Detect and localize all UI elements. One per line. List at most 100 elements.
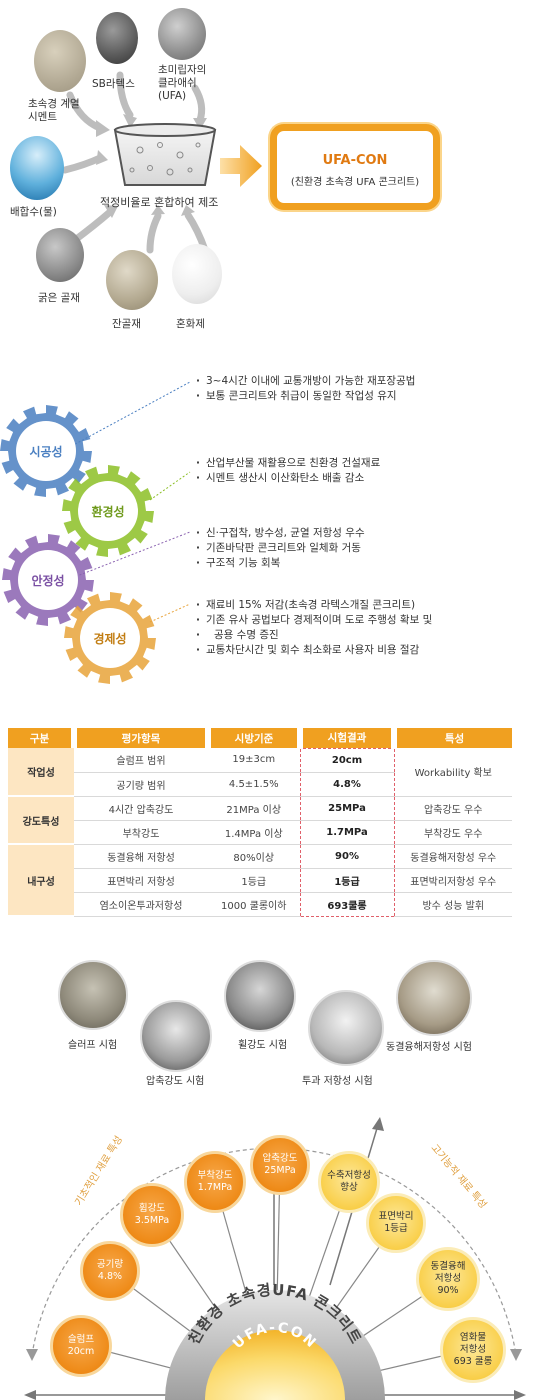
- feature-cell: Workability 확보: [394, 748, 512, 797]
- result-cell: 1.7MPa: [299, 820, 395, 845]
- bullet-item: 구조적 기능 회복: [196, 556, 365, 571]
- gear-label-environment: 환경성: [91, 505, 125, 519]
- table-row: 표면박리 저항성 1등급 1등급 표면박리저항성 우수: [8, 868, 512, 893]
- test-results-table: 구분 평가항목 시방기준 시험결과 특성 작업성 슬럼프 범위 19±3cm 2…: [8, 728, 512, 917]
- feature-cell: 압축강도 우수: [394, 796, 512, 821]
- group-cell: 작업성: [8, 748, 74, 797]
- test-caption: 압축강도 시험: [146, 1076, 205, 1087]
- result-cell: 25MPa: [299, 796, 395, 821]
- ingredient-label: SB라텍스: [92, 78, 135, 90]
- properties-arc-diagram: 친환경 초속경UFA 콘크리트 UFA-CON 기초적인 재료 특성 고기능적 …: [0, 1105, 548, 1400]
- gears-graphic: [0, 381, 191, 684]
- arc-circle: 수축저항성 향상: [318, 1151, 380, 1213]
- feature-cell: 방수 성능 발휘: [394, 892, 512, 917]
- item-cell: 동결융해 저항성: [74, 844, 208, 869]
- arc-graphic: 친환경 초속경UFA 콘크리트 UFA-CON: [24, 1117, 526, 1400]
- item-cell: 염소이온투과저항성: [74, 892, 208, 917]
- header-result: 시험결과: [300, 728, 397, 748]
- header-item: 평가항목: [74, 728, 211, 748]
- group-cell: 내구성: [8, 844, 74, 917]
- process-arrows: [61, 71, 262, 254]
- item-cell: 슬럼프 범위: [74, 748, 208, 773]
- stability-bullets: 신·구접착, 방수성, 균열 저항성 우수 기존바닥판 콘크리트와 일체화 거동…: [196, 526, 365, 571]
- result-cell: 90%: [299, 844, 395, 869]
- table-row: 작업성 슬럼프 범위 19±3cm 20cm Workability 확보: [8, 747, 512, 797]
- gear-label-economy: 경제성: [93, 632, 127, 646]
- bullet-item: 신·구접착, 방수성, 균열 저항성 우수: [196, 526, 365, 541]
- product-title: UFA-CON: [322, 153, 388, 168]
- bullet-item: 재료비 15% 저감(초속경 라텍스개질 콘크리트): [196, 598, 432, 613]
- test-caption: 휠강도 시험: [238, 1040, 288, 1051]
- gear-hub: [80, 608, 140, 668]
- construction-bullets: 3~4시간 이내에 교통개방이 가능한 재포장공법 보통 콘크리트와 취급이 동…: [196, 374, 415, 404]
- wheel-test-photo: [224, 960, 296, 1032]
- gear-label-construction: 시공성: [29, 445, 63, 459]
- product-subtitle: (친환경 초속경 UFA 콘크리트): [290, 177, 420, 188]
- table-row: 부착강도 1.4MPa 이상 1.7MPa 부착강도 우수: [8, 820, 512, 845]
- item-cell: 부착강도: [74, 820, 208, 845]
- table-row: 내구성 동결융해 저항성 80%이상 90% 동결융해저항성 우수: [8, 844, 512, 917]
- bullet-item: 보통 콘크리트와 취급이 동일한 작업성 유지: [196, 389, 415, 404]
- header-category: 구분: [8, 728, 77, 748]
- ingredient-label: 초미립자의 클라애쉬 (UFA): [158, 64, 207, 102]
- result-cell: 4.8%: [299, 772, 395, 797]
- gear-hub: [18, 550, 78, 610]
- environment-bullets: 산업부산물 재활용으로 친환경 건설재료 시멘트 생산시 이산화탄소 배출 감소: [196, 456, 380, 486]
- arc-circle: 부착강도 1.7MPa: [184, 1151, 246, 1213]
- feature-cell: 표면박리저항성 우수: [394, 868, 512, 893]
- table-header-row: 구분 평가항목 시방기준 시험결과 특성: [8, 728, 512, 748]
- ingredient-label: 잔골재: [112, 318, 141, 330]
- result-cell: 1등급: [299, 868, 395, 893]
- slump-test-photo: [58, 960, 128, 1030]
- arc-circle: 동결융해 저항성 90%: [416, 1247, 480, 1311]
- test-caption: 슬러프 시험: [68, 1040, 118, 1051]
- item-cell: 표면박리 저항성: [74, 868, 208, 893]
- bullet-item: 교통차단시간 및 회수 최소화로 사용자 비용 절감: [196, 643, 432, 658]
- product-box: UFA-CON (친환경 초속경 UFA 콘크리트): [270, 124, 440, 210]
- spec-cell: 1.4MPa 이상: [208, 820, 300, 845]
- spec-cell: 21MPa 이상: [208, 796, 300, 821]
- table-row: 염소이온투과저항성 1000 쿨롱이하 693쿨롱 방수 성능 발휘: [8, 892, 512, 917]
- arc-circle: 휨강도 3.5MPa: [120, 1183, 184, 1247]
- group-cell: 강도특성: [8, 796, 74, 845]
- header-feature: 특성: [394, 728, 512, 748]
- feature-cell: 부착강도 우수: [394, 820, 512, 845]
- gear-hub: [78, 481, 138, 541]
- arc-circle: 표면박리 1등급: [366, 1193, 426, 1253]
- ingredient-label: 배합수(물): [10, 206, 57, 218]
- bullet-item: 기존 유사 공법보다 경제적이며 도로 주행성 확보 및: [196, 613, 432, 628]
- arc-circle: 슬럼프 20cm: [50, 1315, 112, 1377]
- header-spec: 시방기준: [208, 728, 303, 748]
- test-photos: 슬러프 시험 압축강도 시험 휠강도 시험 투과 저항성 시험 동결융해저항성 …: [0, 960, 548, 1100]
- bullet-item: 기존바닥판 콘크리트와 일체화 거동: [196, 541, 365, 556]
- spec-cell: 1등급: [208, 868, 300, 893]
- ingredient-label: 초속경 계열 시멘트: [28, 98, 80, 123]
- bowl-caption: 적정비율로 혼합하여 제조: [100, 196, 219, 209]
- permeability-test-photo: [308, 990, 384, 1066]
- feature-cell: 동결융해저항성 우수: [394, 844, 512, 869]
- bullet-item: 산업부산물 재활용으로 친환경 건설재료: [196, 456, 380, 471]
- test-caption: 동결융해저항성 시험: [386, 1042, 472, 1053]
- spec-cell: 19±3cm: [208, 748, 300, 773]
- result-cell: 20cm: [299, 747, 395, 773]
- spec-cell: 80%이상: [208, 844, 300, 869]
- freeze-thaw-test-photo: [396, 960, 472, 1036]
- arc-circle: 공기량 4.8%: [80, 1241, 140, 1301]
- mixing-bowl: [113, 129, 217, 186]
- properties-gears: 시공성 환경성 안정성 경제성 3~4시간 이내에 교통개방이 가능한 재포장공…: [0, 360, 548, 690]
- table-row: 공기량 범위 4.5±1.5% 4.8%: [8, 772, 512, 797]
- arc-circle: 염화물 저항성 693 쿨롱: [440, 1317, 506, 1383]
- economy-bullets: 재료비 15% 저감(초속경 라텍스개질 콘크리트) 기존 유사 공법보다 경제…: [196, 598, 432, 658]
- spec-cell: 4.5±1.5%: [208, 772, 300, 797]
- results-table: 구분 평가항목 시방기준 시험결과 특성 작업성 슬럼프 범위 19±3cm 2…: [8, 728, 512, 917]
- ingredient-label: 혼화제: [176, 318, 205, 330]
- gear-hub: [16, 421, 76, 481]
- bullet-item: 시멘트 생산시 이산화탄소 배출 감소: [196, 471, 380, 486]
- result-cell: 693쿨롱: [299, 892, 395, 917]
- compression-test-photo: [140, 1000, 212, 1072]
- item-cell: 4시간 압축강도: [74, 796, 208, 821]
- big-orange-arrow: [220, 145, 262, 187]
- process-diagram: 초속경 계열 시멘트 SB라텍스 초미립자의 클라애쉬 (UFA) 배합수(물)…: [0, 0, 548, 340]
- bullet-item: 공용 수명 증진: [196, 628, 432, 643]
- test-caption: 투과 저항성 시험: [302, 1076, 373, 1087]
